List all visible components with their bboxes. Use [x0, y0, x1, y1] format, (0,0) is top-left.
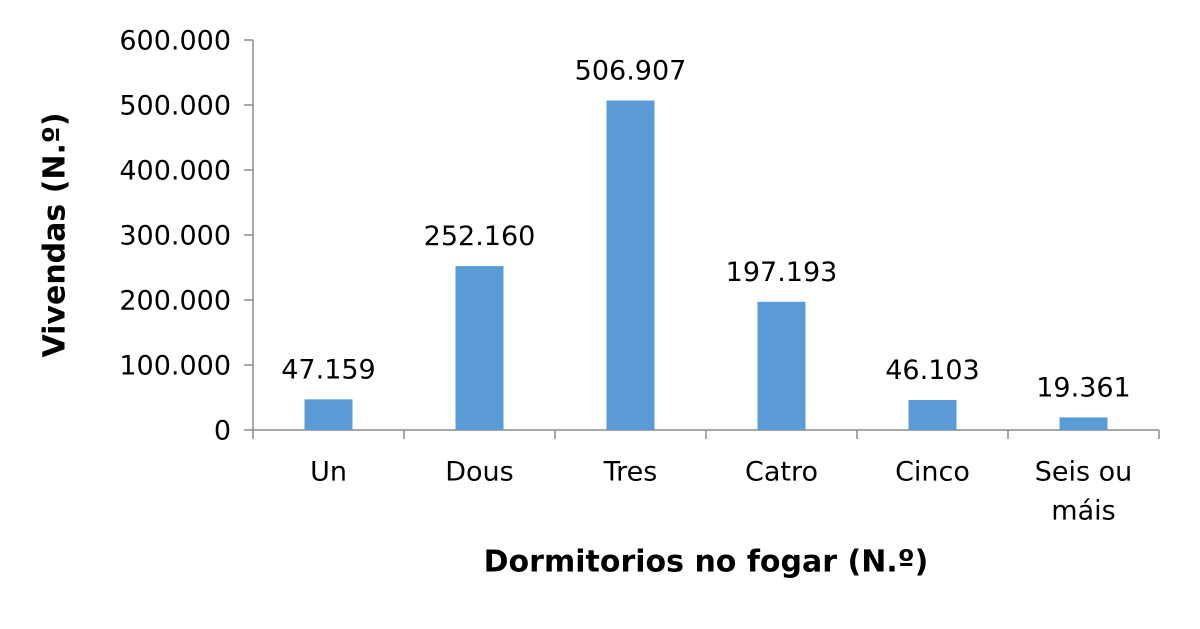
y-tick-label: 600.000	[119, 25, 231, 56]
bar	[908, 400, 957, 430]
x-category-label: Catro	[745, 456, 818, 487]
bar	[606, 100, 655, 431]
bar	[304, 399, 353, 430]
y-tick-label: 200.000	[119, 285, 231, 316]
y-tick-label: 400.000	[119, 155, 231, 186]
bar	[455, 266, 504, 430]
data-label: 19.361	[1036, 372, 1130, 403]
chart-marks: 0 100.000 200.000 300.000 400.000 500.000 600.…	[119, 25, 1160, 526]
data-label: 46.103	[885, 355, 979, 386]
x-axis-title: Dormitorios no fogar (N.º)	[484, 545, 929, 580]
y-axis-title: Vivendas (N.º)	[38, 112, 73, 357]
x-category-label: Cinco	[895, 456, 970, 487]
data-label: 252.160	[424, 221, 536, 252]
data-label: 197.193	[726, 257, 838, 288]
bar	[757, 301, 806, 430]
y-tick-label: 0	[214, 415, 231, 446]
x-category-label: Seis ou máis	[1035, 456, 1133, 526]
x-category-label: Tres	[603, 456, 658, 487]
x-category-label: Un	[310, 456, 347, 487]
data-label: 47.159	[281, 354, 375, 385]
y-tick-label: 300.000	[119, 220, 231, 251]
data-label: 506.907	[575, 56, 687, 87]
x-category-label: Dous	[445, 456, 514, 487]
y-tick-label: 100.000	[119, 350, 231, 381]
bar	[1059, 417, 1108, 430]
y-tick-label: 500.000	[119, 90, 231, 121]
